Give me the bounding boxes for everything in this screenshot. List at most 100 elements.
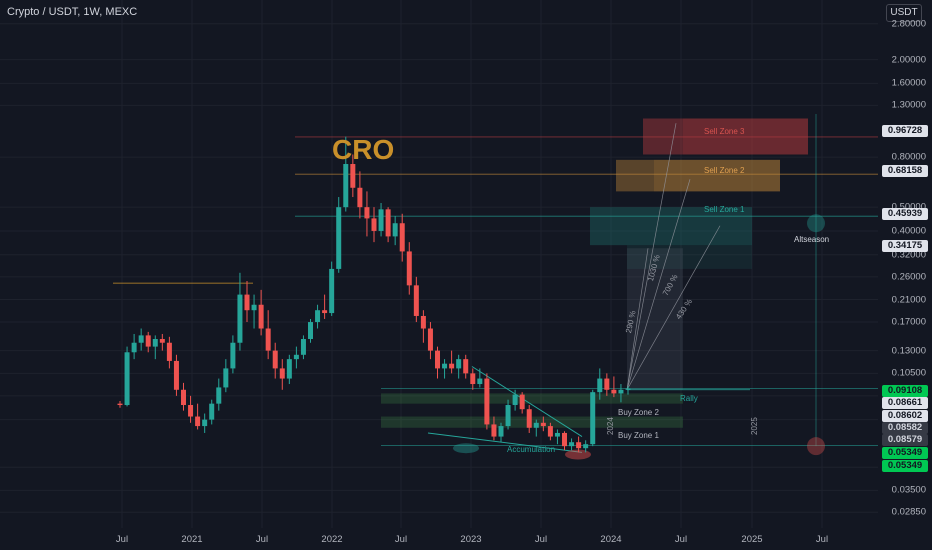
- candle: [293, 346, 299, 369]
- y-tick-label: 0.10500: [891, 367, 926, 379]
- currency-button[interactable]: USDT: [886, 4, 922, 22]
- candle: [188, 395, 194, 423]
- candle: [463, 354, 469, 379]
- candle: [138, 328, 144, 351]
- zone-1: [643, 118, 808, 155]
- candle-body: [590, 392, 596, 445]
- price-label: 0.45939: [882, 208, 928, 220]
- candle-body: [533, 422, 539, 428]
- candle-body: [498, 426, 504, 437]
- candle-body: [230, 342, 236, 369]
- fan-line-2: [626, 225, 721, 390]
- wedge-top-line: [471, 366, 583, 437]
- candle-body: [583, 444, 589, 449]
- candle-body: [399, 223, 405, 252]
- candle-body: [604, 378, 610, 390]
- candle-body: [463, 359, 469, 374]
- candle: [322, 294, 328, 319]
- candle: [279, 359, 285, 390]
- altseason-bottom-marker: [807, 437, 825, 456]
- candle-body: [173, 360, 179, 390]
- candle-body: [526, 409, 532, 428]
- candle: [166, 336, 172, 369]
- price-label: 0.09108: [882, 385, 928, 397]
- x-tick-label: 2025: [741, 534, 763, 545]
- candle-body: [322, 310, 328, 314]
- fan-line-1: [626, 179, 691, 390]
- candle: [597, 368, 603, 400]
- candle: [195, 403, 201, 430]
- candle: [124, 346, 130, 407]
- candle-body: [350, 164, 356, 188]
- candle: [413, 276, 419, 323]
- candle-body: [272, 350, 278, 369]
- candle-body: [491, 424, 497, 437]
- candle: [385, 207, 391, 243]
- candle: [131, 333, 137, 360]
- y-tick-label: 0.32000: [891, 249, 926, 261]
- buy-zone-2-label: Buy Zone 2: [618, 408, 659, 417]
- y-tick-label: 0.26000: [891, 271, 926, 283]
- candle: [117, 400, 123, 408]
- candle-body: [519, 394, 525, 410]
- y-tick-label: 0.03500: [891, 484, 926, 496]
- candle-body: [406, 251, 412, 286]
- accumulation-label: Accumulation: [507, 445, 556, 454]
- candle: [315, 304, 321, 329]
- candle: [554, 429, 560, 445]
- candle: [533, 419, 539, 437]
- y-tick-label: 2.80000: [891, 18, 926, 30]
- year-2025-label: 2025: [750, 417, 759, 435]
- candle-body: [618, 389, 624, 394]
- candle-body: [244, 294, 250, 311]
- candle: [329, 261, 335, 316]
- candle-body: [329, 268, 335, 314]
- candle-body: [470, 373, 476, 385]
- y-tick-label: 1.60000: [891, 77, 926, 89]
- candle-body: [385, 209, 391, 237]
- candle: [435, 346, 440, 379]
- candle: [470, 368, 476, 390]
- x-tick-label: 2023: [460, 534, 482, 545]
- candle: [371, 207, 377, 243]
- candle: [427, 322, 433, 360]
- brand-text: CRO: [332, 134, 395, 165]
- candle-body: [258, 304, 264, 329]
- candle-body: [138, 335, 144, 343]
- candle-body: [308, 322, 313, 339]
- candle: [265, 310, 271, 360]
- candle-body: [576, 442, 582, 449]
- x-tick-label: Jul: [674, 534, 688, 545]
- candle: [286, 354, 292, 385]
- candle: [350, 154, 356, 198]
- candle-body: [371, 218, 377, 231]
- candle: [449, 350, 455, 374]
- candle-body: [562, 432, 567, 447]
- candle-body: [279, 368, 285, 379]
- candle-body: [413, 285, 419, 316]
- candle: [357, 171, 363, 219]
- candle: [336, 197, 342, 273]
- candle-body: [117, 403, 123, 406]
- candle-body: [484, 378, 490, 425]
- candle: [216, 378, 222, 411]
- x-tick-label: Jul: [255, 534, 269, 545]
- altseason-label: Altseason: [794, 235, 830, 244]
- year-2024-label: 2024: [606, 417, 615, 435]
- candle: [505, 399, 511, 430]
- candle: [308, 318, 313, 343]
- candle-body: [152, 338, 158, 347]
- sell-zone-2-label: Sell Zone 2: [704, 166, 745, 175]
- price-label: 0.34175: [882, 240, 928, 252]
- x-tick-label: Jul: [815, 534, 829, 545]
- candle: [202, 413, 208, 433]
- wedge-bottom-line: [427, 432, 583, 453]
- rally-label: Rally: [680, 394, 698, 403]
- candle: [173, 354, 179, 396]
- candle-body: [364, 207, 370, 219]
- candle: [364, 191, 370, 237]
- candle-body: [420, 315, 426, 329]
- candle: [406, 242, 412, 295]
- candle-body: [216, 387, 222, 404]
